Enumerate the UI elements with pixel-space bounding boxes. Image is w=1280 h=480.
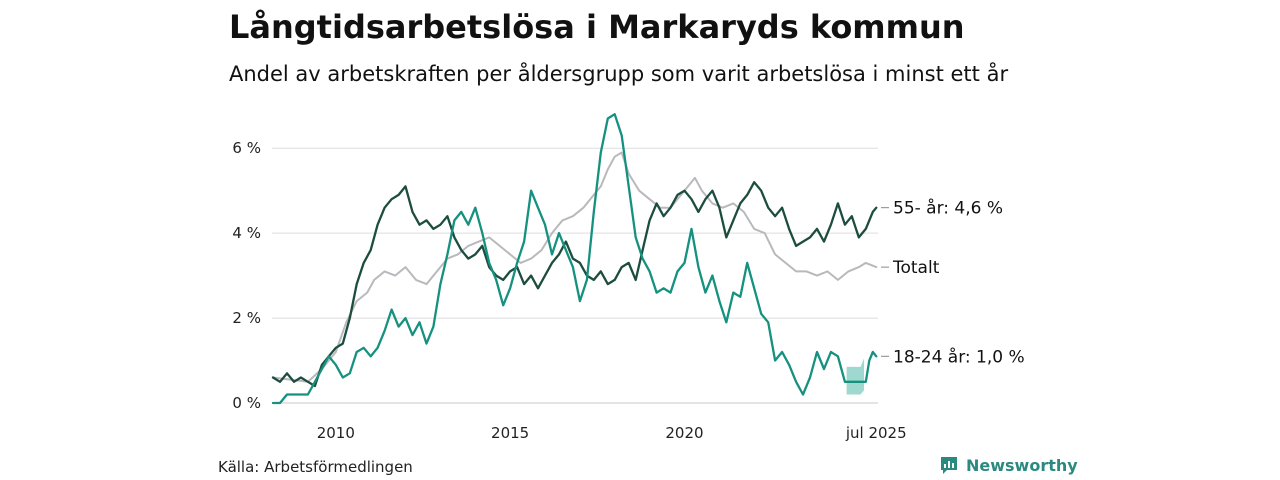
newsworthy-logo-icon [941, 457, 957, 474]
y-tick-label-2: 4 % [232, 224, 261, 242]
x-tick-label-2: 2020 [665, 424, 703, 442]
chart-title: Långtidsarbetslösa i Markaryds kommun [229, 8, 965, 46]
end-label-1: 55- år: 4,6 % [893, 198, 1003, 219]
chart-subtitle: Andel av arbetskraften per åldersgrupp s… [229, 62, 1009, 86]
series-line-2 [271, 113, 878, 405]
y-tick-label-3: 6 % [232, 139, 261, 157]
source-note: Källa: Arbetsförmedlingen [218, 458, 413, 476]
series-line-1 [271, 181, 878, 388]
end-label-0: Totalt [892, 258, 940, 278]
uncertainty-band [846, 358, 865, 395]
x-tick-label-0: 2010 [317, 424, 355, 442]
y-tick-label-0: 0 % [232, 394, 261, 412]
brand-logo[interactable]: Newsworthy [939, 455, 1078, 475]
end-label-2: 18-24 år: 1,0 % [893, 346, 1025, 367]
x-tick-label-1: 2015 [491, 424, 529, 442]
brand-name: Newsworthy [966, 455, 1078, 475]
y-tick-label-1: 2 % [232, 309, 261, 327]
x-tick-label-3: jul 2025 [845, 424, 907, 442]
